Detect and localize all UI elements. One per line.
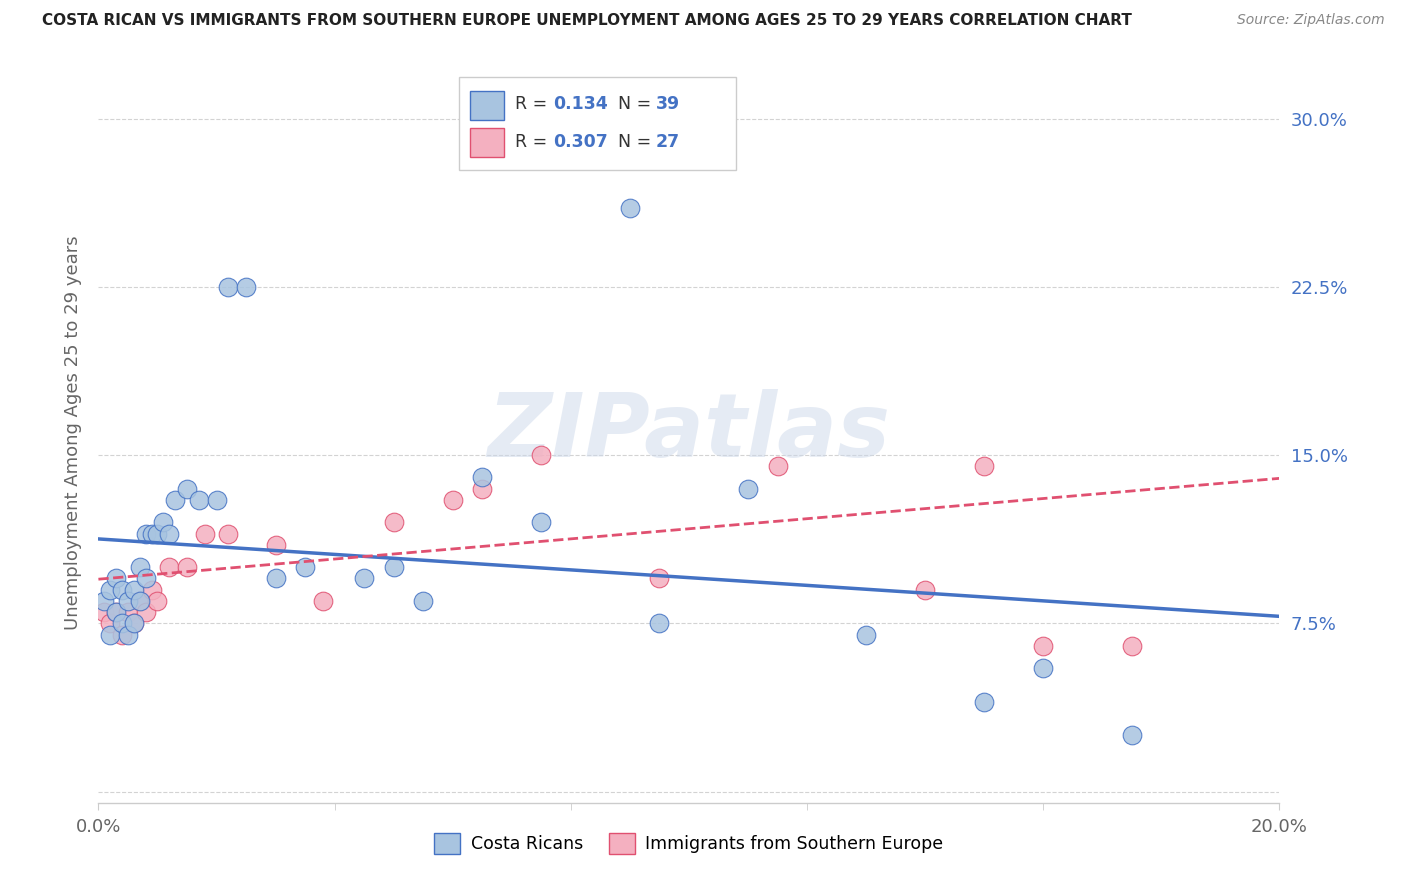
Text: 0.307: 0.307 [553,133,607,151]
Point [135,571,157,585]
Point [412,594,434,608]
Point [128,560,150,574]
Point [146,526,169,541]
Text: N =: N = [619,95,657,113]
Point [235,280,257,294]
Point [122,582,145,597]
Point [141,582,163,597]
FancyBboxPatch shape [458,78,737,169]
Text: R =: R = [516,95,553,113]
Point [973,695,995,709]
Point [141,526,163,541]
Point [111,582,134,597]
Point [176,482,198,496]
Point [128,594,150,608]
Point [264,571,287,585]
Point [98,627,121,641]
Point [766,459,789,474]
Point [98,616,121,631]
Point [914,582,936,597]
Point [157,526,180,541]
Legend: Costa Ricans, Immigrants from Southern Europe: Costa Ricans, Immigrants from Southern E… [427,826,950,861]
Point [205,492,228,507]
Point [135,605,157,619]
Point [122,616,145,631]
Text: ZIPatlas: ZIPatlas [488,389,890,476]
Point [98,582,121,597]
Point [648,616,671,631]
Point [93,605,115,619]
Point [294,560,316,574]
Point [111,627,134,641]
Point [471,482,494,496]
Point [217,526,239,541]
Point [93,594,115,608]
Y-axis label: Unemployment Among Ages 25 to 29 years: Unemployment Among Ages 25 to 29 years [63,235,82,630]
Point [1121,639,1143,653]
Point [619,201,641,215]
Point [217,280,239,294]
Point [264,538,287,552]
Point [855,627,877,641]
Point [122,616,145,631]
Point [165,492,187,507]
FancyBboxPatch shape [471,91,503,120]
Point [973,459,995,474]
Text: 39: 39 [655,95,681,113]
Point [737,482,759,496]
Text: 0.134: 0.134 [553,95,607,113]
Point [194,526,217,541]
Point [146,594,169,608]
Point [105,571,128,585]
Text: 27: 27 [655,133,681,151]
FancyBboxPatch shape [471,128,503,157]
Point [382,560,405,574]
Text: COSTA RICAN VS IMMIGRANTS FROM SOUTHERN EUROPE UNEMPLOYMENT AMONG AGES 25 TO 29 : COSTA RICAN VS IMMIGRANTS FROM SOUTHERN … [42,13,1132,29]
Point [152,516,174,530]
Point [128,594,150,608]
Point [353,571,375,585]
Point [678,112,700,126]
Point [382,516,405,530]
Point [441,492,464,507]
Point [1032,661,1054,675]
Point [176,560,198,574]
Point [1121,729,1143,743]
Point [117,605,139,619]
Point [117,594,139,608]
Point [1032,639,1054,653]
Point [135,526,157,541]
Point [471,470,494,484]
Point [105,605,128,619]
Point [312,594,335,608]
Point [105,605,128,619]
Text: N =: N = [619,133,657,151]
Point [530,448,553,462]
Point [187,492,209,507]
Point [530,516,553,530]
Text: Source: ZipAtlas.com: Source: ZipAtlas.com [1237,13,1385,28]
Point [117,627,139,641]
Point [157,560,180,574]
Point [111,616,134,631]
Text: R =: R = [516,133,553,151]
Point [648,571,671,585]
